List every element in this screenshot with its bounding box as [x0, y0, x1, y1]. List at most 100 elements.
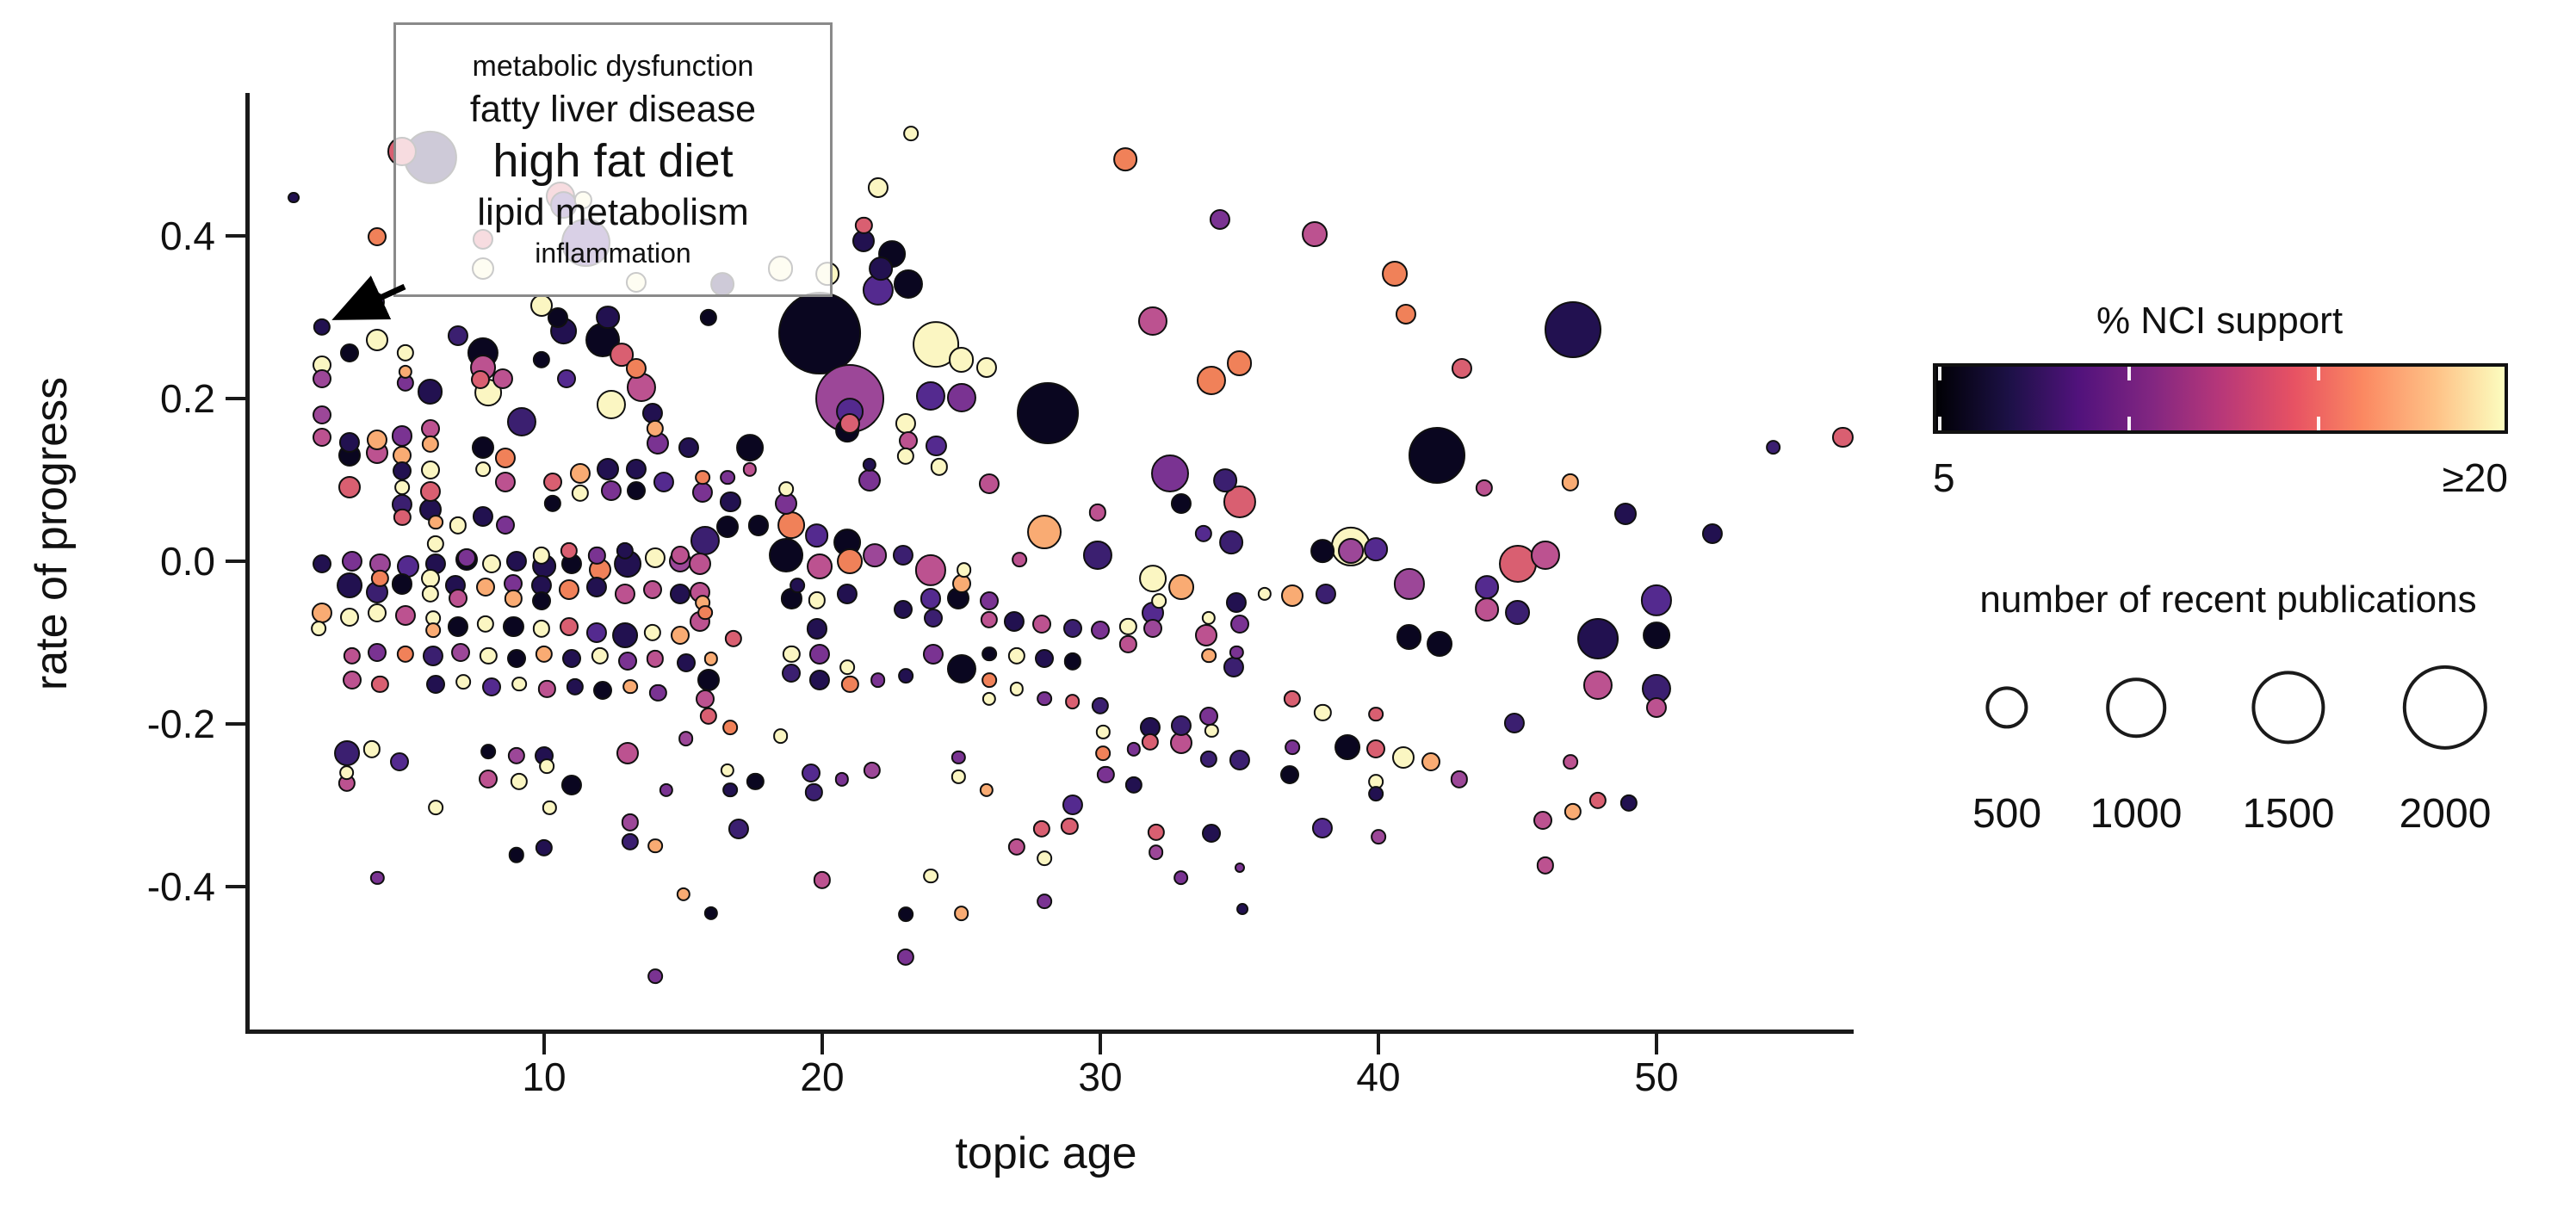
data-bubble [777, 292, 861, 375]
data-bubble [1504, 599, 1531, 626]
data-bubble [288, 191, 300, 204]
data-bubble [1393, 568, 1425, 600]
data-bubble [560, 541, 579, 560]
color-legend-inner-tick [1938, 417, 1941, 430]
data-bubble [1334, 734, 1361, 761]
data-bubble [342, 550, 363, 572]
data-bubble [1198, 706, 1218, 726]
y-tick-label: -0.2 [146, 702, 215, 746]
data-bubble [867, 177, 889, 199]
data-bubble [1032, 614, 1052, 634]
y-tick [226, 397, 246, 400]
y-axis-line [245, 93, 250, 1034]
data-bubble [703, 906, 718, 921]
data-bubble [532, 350, 550, 368]
data-bubble [778, 481, 794, 497]
data-bubble [647, 419, 665, 438]
data-bubble [571, 484, 590, 502]
data-bubble [1257, 586, 1272, 601]
data-bubble [621, 832, 640, 851]
data-bubble [858, 469, 881, 492]
data-bubble [1564, 802, 1582, 821]
data-bubble [616, 742, 639, 765]
data-bubble [946, 383, 976, 413]
data-bubble [671, 546, 690, 566]
data-bubble [1173, 869, 1189, 886]
data-bubble [447, 615, 468, 637]
data-bubble [592, 681, 612, 701]
data-bubble [1363, 536, 1388, 561]
data-bubble [1061, 817, 1079, 836]
data-bubble [1150, 593, 1167, 609]
data-bubble [1583, 670, 1613, 700]
color-legend-inner-tick [2127, 367, 2131, 380]
color-legend-max-label: ≥20 [2442, 455, 2508, 500]
data-bubble [1229, 749, 1250, 770]
data-bubble [420, 461, 440, 480]
y-tick-label: 0.0 [160, 539, 215, 584]
data-bubble [1194, 623, 1217, 646]
data-bubble [1063, 652, 1081, 671]
x-tick [820, 1034, 824, 1054]
data-bubble [449, 516, 467, 535]
data-bubble [393, 461, 412, 481]
data-bubble [868, 256, 893, 281]
data-bubble [479, 770, 498, 789]
data-bubble [370, 870, 385, 885]
data-bubble [920, 588, 942, 609]
data-bubble [979, 591, 999, 611]
data-bubble [1279, 764, 1299, 784]
data-bubble [312, 553, 331, 573]
data-bubble [804, 523, 829, 547]
data-bubble [855, 216, 873, 234]
y-tick-label: 0.2 [160, 376, 215, 421]
data-bubble [914, 554, 947, 586]
data-bubble [1234, 863, 1245, 874]
data-bubble [1007, 838, 1026, 856]
data-bubble [956, 562, 972, 578]
data-bubble [642, 580, 662, 600]
data-bubble [1091, 697, 1110, 715]
data-bubble [343, 646, 362, 665]
data-bubble [616, 541, 634, 560]
data-bubble [617, 652, 637, 671]
topic-annotation-box: metabolic dysfunction fatty liver diseas… [393, 22, 833, 297]
data-bubble [505, 550, 527, 572]
data-bubble [1310, 538, 1335, 563]
data-bubble [506, 649, 526, 669]
data-bubble [543, 494, 561, 513]
data-bubble [339, 343, 359, 363]
color-legend-inner-tick [2317, 367, 2321, 380]
x-tick-label: 50 [1634, 1054, 1679, 1099]
data-bubble [1213, 468, 1238, 493]
data-bubble [596, 305, 621, 330]
data-bubble [647, 650, 665, 668]
data-bubble [1202, 823, 1222, 843]
data-bubble [645, 547, 666, 569]
data-bubble [614, 583, 635, 604]
color-legend-inner-tick [1938, 367, 1941, 380]
data-bubble [1504, 713, 1526, 734]
data-bubble [1533, 811, 1552, 831]
data-bubble [535, 645, 554, 663]
data-bubble [471, 436, 494, 459]
data-bubble [898, 906, 913, 922]
data-bubble [368, 603, 387, 622]
data-bubble [1396, 303, 1417, 325]
data-bubble [1832, 427, 1854, 448]
data-bubble [923, 868, 938, 884]
data-bubble [390, 752, 410, 772]
data-bubble [1119, 617, 1137, 635]
data-bubble [394, 479, 411, 495]
data-bubble [979, 782, 994, 797]
data-bubble [1097, 765, 1115, 783]
data-bubble [481, 677, 501, 696]
data-bubble [1284, 739, 1300, 756]
data-bubble [1088, 504, 1106, 522]
data-bubble [1143, 619, 1163, 639]
data-bubble [451, 642, 471, 662]
data-bubble [1037, 850, 1053, 866]
data-bubble [834, 772, 849, 787]
data-bubble [1037, 894, 1053, 909]
data-bubble [1312, 817, 1334, 838]
